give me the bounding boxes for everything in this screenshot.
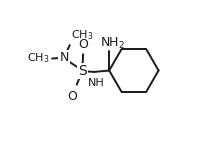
Text: O: O xyxy=(78,38,88,51)
Text: CH$_3$: CH$_3$ xyxy=(71,28,94,42)
Text: S: S xyxy=(78,64,87,78)
Text: N: N xyxy=(59,51,69,64)
Text: CH$_3$: CH$_3$ xyxy=(28,52,50,65)
Text: O: O xyxy=(68,90,77,103)
Text: NH: NH xyxy=(87,78,104,88)
Text: NH$_2$: NH$_2$ xyxy=(100,35,125,51)
